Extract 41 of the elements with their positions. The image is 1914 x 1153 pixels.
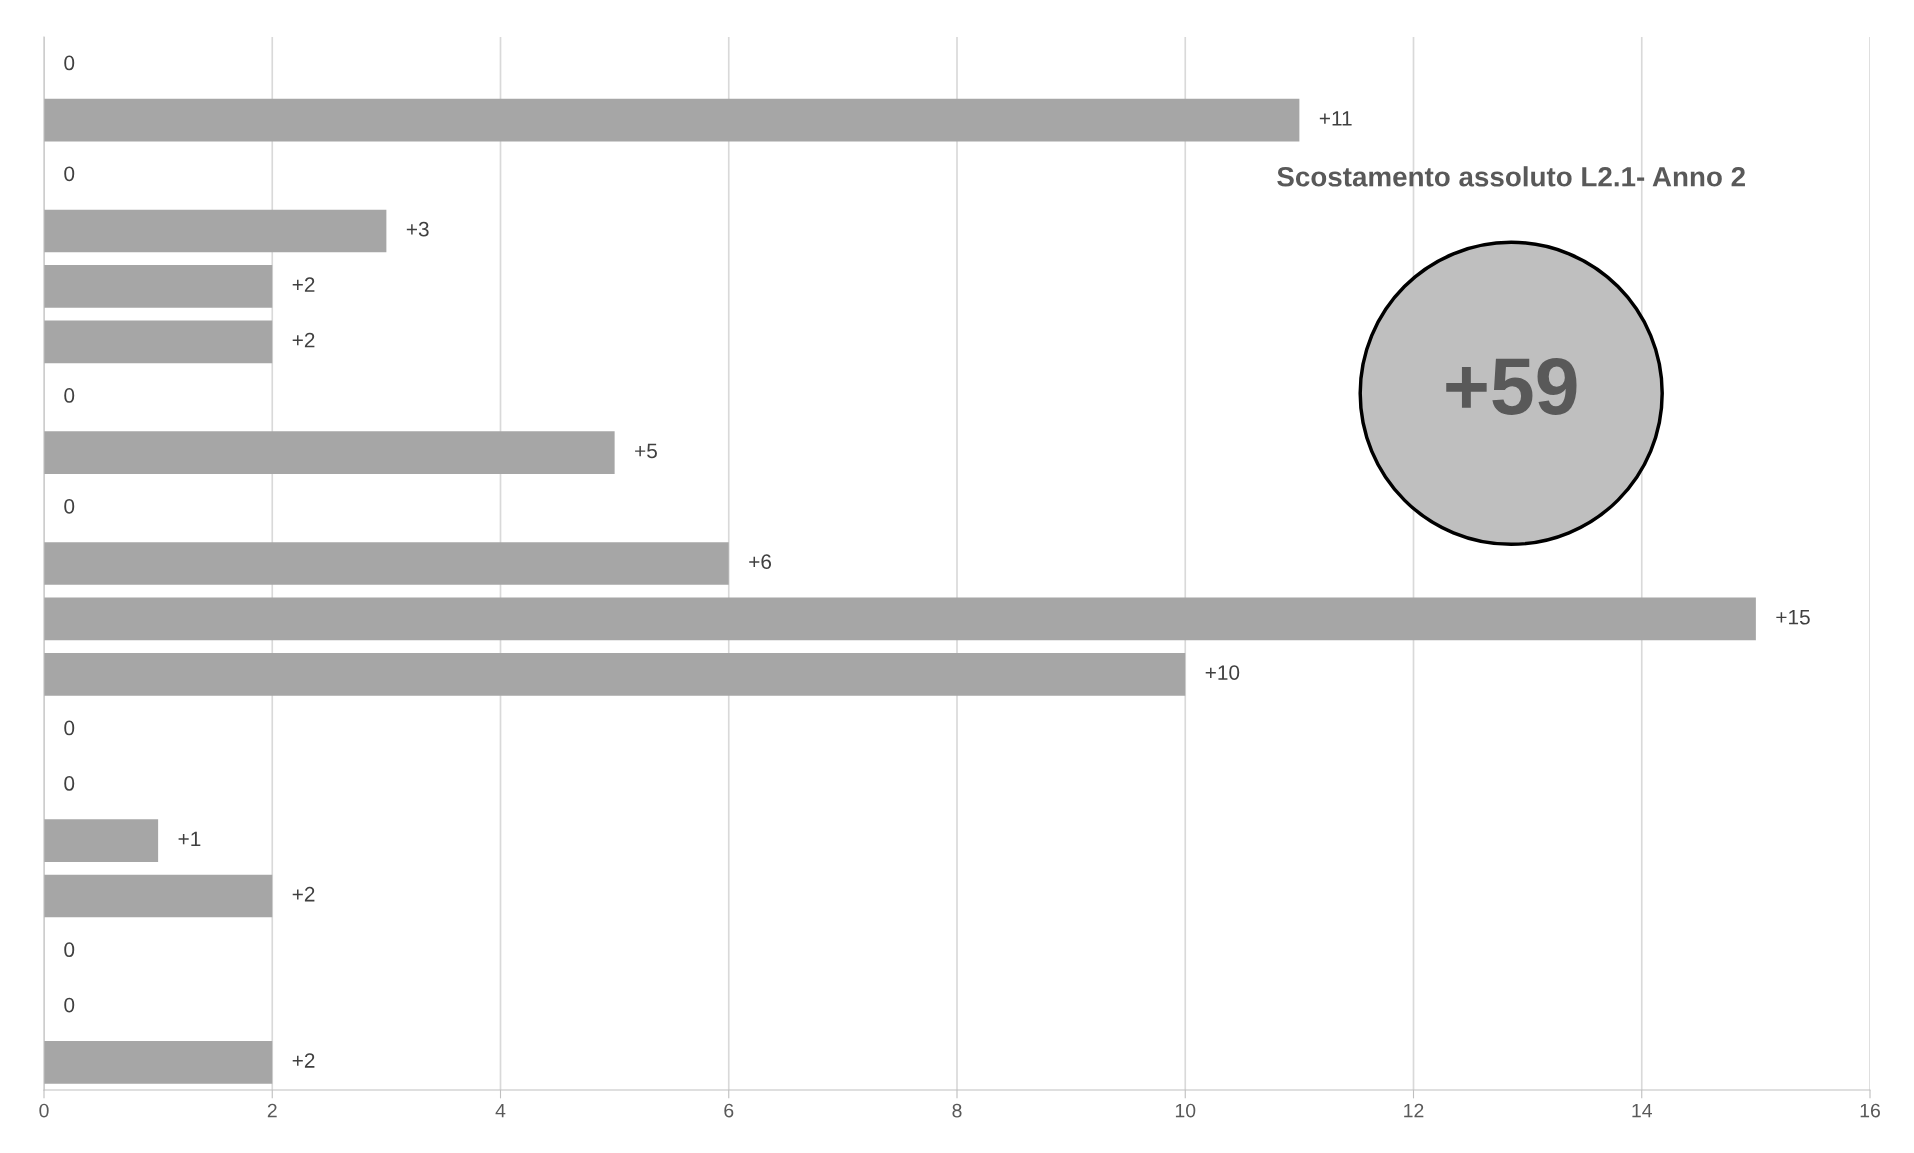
x-tick-label: 16	[1860, 1103, 1880, 1118]
data-label: 0	[64, 388, 75, 403]
data-label: +10	[1205, 665, 1240, 680]
bar	[44, 98, 1300, 142]
x-tick-label: 14	[1632, 1103, 1652, 1118]
data-label: +3	[406, 221, 429, 237]
text: Scostamento assoluto L2.1- Anno 2	[1277, 166, 1745, 187]
data-label: +5	[635, 443, 657, 459]
x-tick-label: 0	[39, 1103, 49, 1118]
data-label: 0	[64, 55, 75, 71]
bar	[44, 874, 273, 918]
data-label: +2	[292, 1053, 315, 1068]
bar	[44, 209, 387, 253]
data-label: +6	[749, 554, 772, 570]
annotation: +59	[1446, 357, 1577, 415]
data-label: 0	[64, 720, 75, 736]
bar	[44, 597, 1756, 641]
x-tick-label: 2	[267, 1103, 277, 1118]
data-label: 0	[64, 942, 75, 958]
data-label: +1	[178, 831, 201, 846]
bar	[44, 431, 615, 474]
x-tick-label: 12	[1404, 1103, 1424, 1118]
x-tick-label: 10	[1175, 1103, 1196, 1118]
data-label: +2	[292, 332, 315, 348]
data-label: +2	[292, 277, 315, 292]
bar	[44, 653, 1186, 696]
bar	[44, 819, 159, 862]
x-tick-label: 8	[952, 1103, 962, 1118]
bar	[44, 320, 273, 364]
data-label: 0	[64, 498, 75, 514]
data-label: +2	[292, 886, 315, 902]
data-label: 0	[64, 997, 75, 1013]
data-label: 0	[64, 166, 75, 182]
x-tick-label: 4	[495, 1103, 506, 1118]
bar	[44, 542, 729, 585]
x-tick-label: 6	[724, 1103, 734, 1118]
bar	[44, 265, 273, 308]
data-label: 0	[64, 776, 75, 791]
data-label: +15	[1776, 609, 1810, 625]
data-label: +11	[1319, 111, 1352, 126]
bar	[44, 1040, 273, 1084]
